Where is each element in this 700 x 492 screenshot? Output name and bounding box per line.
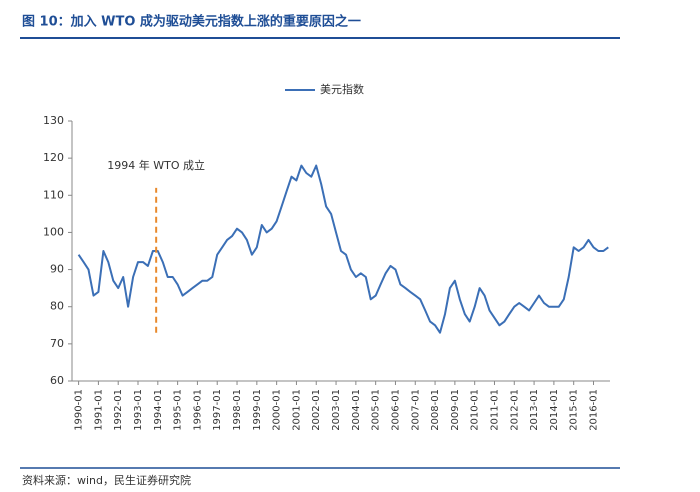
x-tick-label: 2001-01	[291, 389, 302, 431]
annotation-text: 1994 年 WTO 成立	[107, 158, 205, 172]
x-tick-label: 1991-01	[93, 389, 104, 431]
x-tick-label: 1990-01	[74, 389, 85, 431]
x-tick-label: 2009-01	[450, 389, 461, 431]
x-tick-label: 2011-01	[489, 389, 500, 431]
x-tick-label: 2000-01	[272, 389, 283, 431]
chart-title: 图 10：加入 WTO 成为驱动美元指数上涨的重要原因之一	[22, 14, 361, 30]
x-tick-label: 1992-01	[113, 389, 124, 431]
x-tick-label: 1999-01	[252, 389, 263, 431]
y-tick-label: 90	[50, 263, 64, 276]
x-tick-label: 1996-01	[192, 389, 203, 431]
y-tick-label: 80	[50, 300, 64, 313]
data-line	[77, 164, 609, 334]
x-tick-label: 2015-01	[569, 389, 580, 431]
x-tick-label: 1994-01	[153, 389, 164, 431]
source: 资料来源：wind，民生证券研究院	[22, 473, 191, 487]
y-tick-label: 70	[50, 337, 64, 350]
x-tick-label: 1997-01	[212, 389, 223, 431]
x-tick-label: 2014-01	[549, 389, 560, 431]
y-tick-label: 60	[50, 374, 64, 387]
x-tick-label: 2003-01	[331, 389, 342, 431]
x-tick-label: 2016-01	[588, 389, 599, 431]
x-tick-label: 2005-01	[371, 389, 382, 431]
x-tick-label: 2012-01	[509, 389, 520, 431]
x-tick-label: 1995-01	[173, 389, 184, 431]
y-tick-label: 120	[43, 151, 64, 164]
x-tick-label: 2004-01	[351, 389, 362, 431]
x-tick-label: 1993-01	[133, 389, 144, 431]
legend-label: 美元指数	[320, 82, 364, 96]
x-tick-label: 2007-01	[410, 389, 421, 431]
x-tick-label: 2008-01	[430, 389, 441, 431]
y-tick-label: 110	[43, 188, 64, 201]
x-tick-label: 2010-01	[470, 389, 481, 431]
y-tick-label: 100	[43, 225, 64, 238]
x-tick-label: 1998-01	[232, 389, 243, 431]
x-tick-label: 2006-01	[390, 389, 401, 431]
y-tick-label: 130	[43, 114, 64, 127]
x-tick-label: 2013-01	[529, 389, 540, 431]
x-tick-label: 2002-01	[311, 389, 322, 431]
